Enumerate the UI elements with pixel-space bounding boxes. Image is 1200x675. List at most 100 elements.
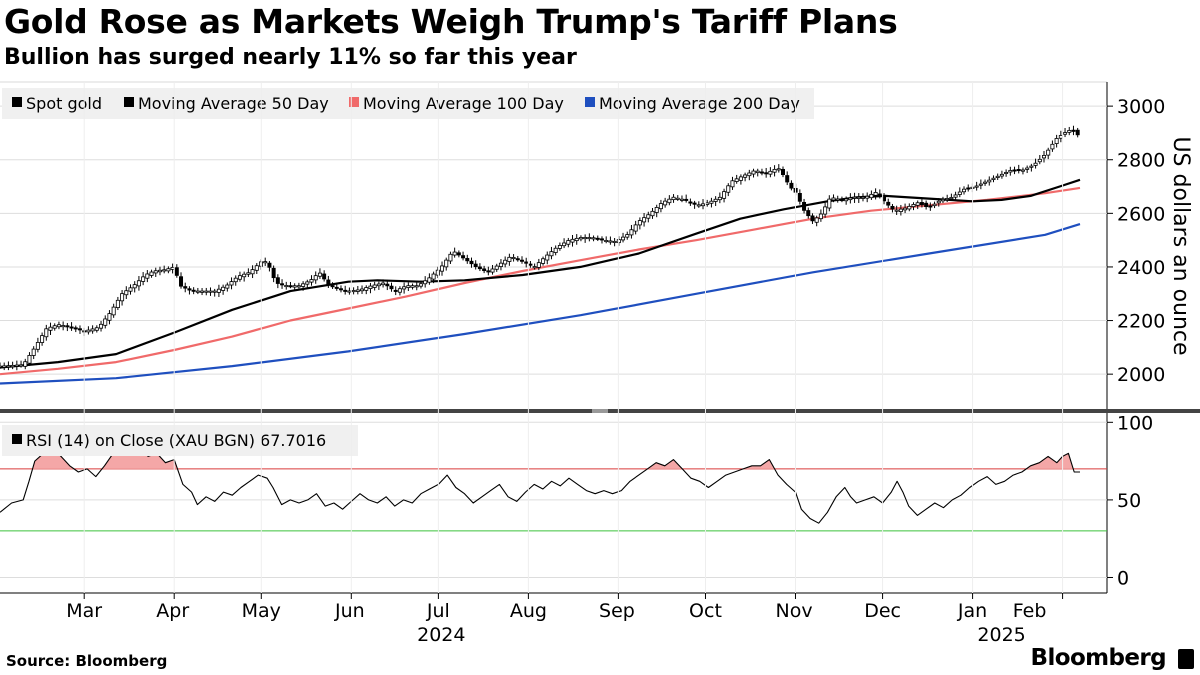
spot-candle-body <box>376 283 381 287</box>
spot-candle-body <box>132 284 137 289</box>
spot-candle-body <box>52 325 57 329</box>
spot-candle-body <box>557 245 562 249</box>
spot-candle-body <box>296 285 301 288</box>
spot-candle-body <box>654 207 659 213</box>
spot-candle-body <box>145 273 150 279</box>
month-label: Oct <box>689 600 722 622</box>
spot-candle-body <box>924 202 929 208</box>
spot-candle-body <box>120 293 125 302</box>
spot-candle-body <box>440 265 445 272</box>
spot-candle-body <box>200 290 205 293</box>
spot-candle-body <box>755 170 760 174</box>
spot-candle-body <box>633 224 638 232</box>
month-label: Aug <box>510 600 547 622</box>
month-label: Mar <box>66 600 102 622</box>
spot-candle-body <box>713 198 718 202</box>
spot-candle-body <box>772 168 777 173</box>
spot-candle-body <box>978 183 983 186</box>
panel-divider-handle[interactable] <box>592 409 608 413</box>
price-legend-background <box>2 88 814 119</box>
spot-candle-body <box>957 191 962 195</box>
spot-candle-body <box>1067 130 1072 133</box>
spot-candle-body <box>789 182 794 189</box>
spot-candle-body <box>869 193 874 199</box>
spot-candle-body <box>890 205 895 210</box>
spot-candle-body <box>444 259 449 268</box>
spot-candle-body <box>385 283 390 287</box>
spot-candle-body <box>1042 155 1047 159</box>
spot-candle-body <box>1004 171 1009 174</box>
spot-candle-body <box>204 290 209 293</box>
spot-candle-body <box>368 285 373 289</box>
spot-candle-body <box>1075 129 1080 136</box>
spot-candle-body <box>61 325 66 328</box>
spot-candle-body <box>983 181 988 184</box>
spot-candle-body <box>338 288 343 291</box>
spot-candle-body <box>77 328 82 331</box>
spot-candle-body <box>208 290 213 293</box>
spot-candle-body <box>974 185 979 188</box>
legend-swatch-rsi <box>12 434 22 444</box>
legend-swatch-ma100 <box>349 97 359 107</box>
spot-candle-body <box>465 258 470 262</box>
price-tick-label: 2200 <box>1117 311 1165 333</box>
spot-candle-body <box>1058 135 1063 139</box>
spot-candle-body <box>839 199 844 202</box>
spot-candle-body <box>629 229 634 236</box>
spot-candle-body <box>94 327 99 331</box>
spot-candle-body <box>141 276 146 282</box>
spot-candle-body <box>212 290 217 293</box>
spot-candle-body <box>684 198 689 201</box>
spot-candle-body <box>27 355 32 364</box>
spot-candle-body <box>280 283 285 286</box>
spot-candle-body <box>709 200 714 204</box>
month-label: Dec <box>864 600 901 622</box>
price-legend: Spot gold Moving Average 50 Day Moving A… <box>2 88 814 119</box>
spot-candle-body <box>44 328 49 338</box>
price-tick-label: 2800 <box>1117 150 1165 172</box>
spot-candle-body <box>149 271 154 276</box>
spot-candle-body <box>263 261 268 264</box>
spot-candle-body <box>524 261 529 264</box>
spot-candle-body <box>486 270 491 273</box>
spot-candle-body <box>515 258 520 261</box>
spot-candle-body <box>124 290 129 296</box>
spot-candle-body <box>679 198 684 201</box>
spot-candle-body <box>562 242 567 247</box>
legend-label-ma200: Moving Average 200 Day <box>599 94 800 113</box>
spot-candle-body <box>940 198 945 202</box>
spot-candle-body <box>835 198 840 201</box>
legend-label-spot-gold: Spot gold <box>26 94 102 113</box>
spot-candle-body <box>587 237 592 240</box>
spot-candle-body <box>482 268 487 272</box>
spot-candle-body <box>461 255 466 259</box>
spot-candle-body <box>271 267 276 279</box>
spot-candle-body <box>932 203 937 207</box>
spot-candle-body <box>435 269 440 276</box>
spot-candle-body <box>759 171 764 174</box>
spot-candle-body <box>351 290 356 293</box>
month-label: Apr <box>156 600 189 622</box>
spot-candle-body <box>187 288 192 291</box>
spot-candle-body <box>292 285 297 288</box>
spot-candle-body <box>738 176 743 181</box>
spot-candle-body <box>528 263 533 266</box>
spot-candle-body <box>229 281 234 286</box>
spot-candle-body <box>1016 169 1021 172</box>
spot-candle-body <box>326 279 331 285</box>
spot-candle-body <box>128 287 133 292</box>
spot-candle-body <box>452 251 457 256</box>
spot-candle-body <box>945 198 950 201</box>
spot-candle-body <box>928 205 933 208</box>
spot-candle-body <box>747 172 752 177</box>
spot-candle-body <box>246 272 251 275</box>
spot-candle-body <box>1046 149 1051 156</box>
chart-title: Gold Rose as Markets Weigh Trump's Tarif… <box>4 2 898 41</box>
spot-candle-body <box>949 197 954 200</box>
spot-candle-body <box>553 247 558 253</box>
spot-candle-body <box>520 259 525 262</box>
spot-candle-body <box>2 365 7 368</box>
spot-candle-body <box>305 281 310 285</box>
spot-candle-body <box>288 285 293 288</box>
spot-candle-body <box>1054 138 1059 144</box>
